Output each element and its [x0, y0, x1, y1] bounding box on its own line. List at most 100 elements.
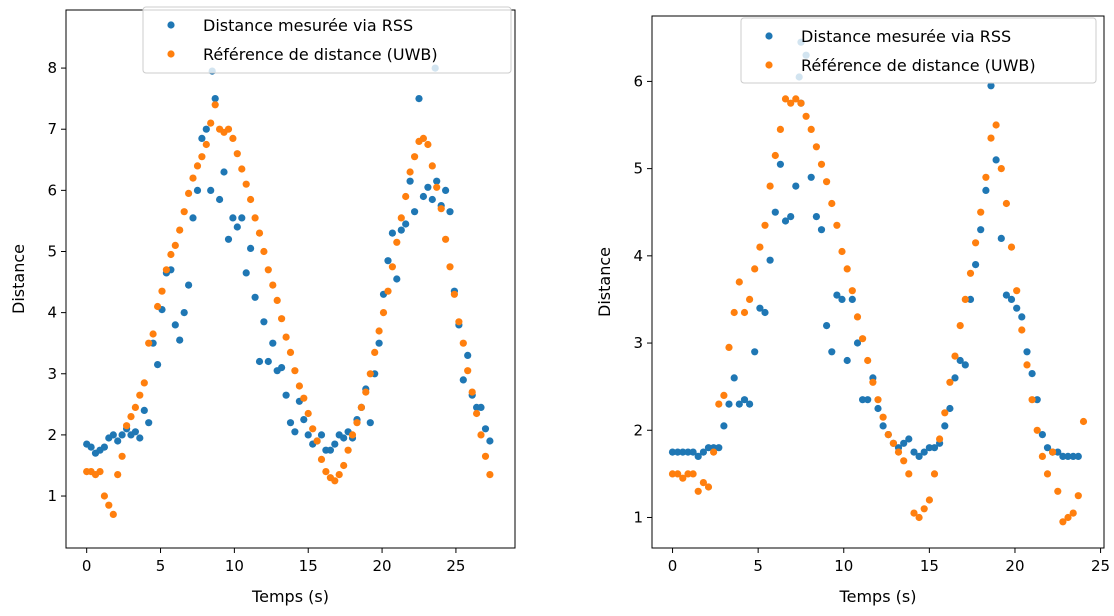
data-point [781, 217, 790, 225]
data-point [185, 189, 193, 197]
data-point [242, 269, 250, 277]
data-point [679, 474, 687, 482]
data-point [411, 153, 419, 161]
axes-frame [65, 9, 516, 549]
data-point [1002, 291, 1011, 299]
data-point [987, 134, 995, 142]
data-point [674, 448, 682, 456]
data-point [171, 241, 179, 249]
y-tick-label: 5 [47, 242, 57, 260]
data-point [424, 183, 432, 191]
data-point [317, 455, 326, 463]
data-point [992, 156, 1000, 164]
data-point [96, 468, 104, 476]
series-uwb [83, 101, 494, 518]
data-point [1033, 396, 1041, 404]
data-point [838, 247, 846, 256]
data-point [388, 263, 396, 271]
data-point [956, 356, 964, 365]
data-point [848, 295, 856, 303]
data-point [415, 95, 423, 103]
data-point [715, 444, 723, 452]
legend-label: Distance mesurée via RSS [801, 27, 1011, 46]
data-point [459, 376, 467, 384]
data-point [961, 295, 969, 303]
data-point [477, 403, 485, 411]
data-point [481, 452, 490, 460]
data-point [344, 446, 352, 454]
data-point [145, 339, 153, 347]
data-point [180, 208, 188, 216]
data-point [710, 448, 718, 456]
data-point [1028, 370, 1036, 378]
data-point [331, 477, 339, 485]
data-point [464, 351, 472, 359]
y-tick-label: 2 [47, 426, 57, 444]
legend-marker [167, 50, 175, 58]
data-point [291, 367, 299, 375]
data-point [335, 471, 343, 479]
data-point [411, 208, 419, 216]
data-point [348, 431, 357, 439]
data-point [278, 364, 286, 372]
data-point [730, 374, 738, 382]
data-point [304, 431, 312, 439]
data-point [823, 322, 831, 330]
data-point [951, 352, 959, 360]
data-point [238, 214, 246, 222]
data-point [127, 413, 135, 421]
data-point [925, 444, 934, 452]
data-point [905, 435, 913, 443]
data-point [193, 186, 202, 194]
data-point [286, 419, 295, 427]
data-point [746, 295, 754, 303]
y-tick-label: 2 [633, 421, 643, 439]
data-point [679, 448, 687, 456]
data-point [735, 400, 743, 408]
data-point [260, 247, 268, 256]
data-point [905, 470, 913, 478]
data-point [1018, 313, 1026, 321]
data-point [229, 134, 237, 142]
data-point [879, 422, 887, 430]
data-point [1064, 513, 1072, 522]
data-point [428, 195, 436, 204]
data-point [455, 318, 463, 326]
data-point [900, 439, 908, 447]
data-point [202, 125, 210, 133]
legend: Distance mesurée via RSS Référence de dis… [740, 17, 1097, 84]
data-point [961, 361, 969, 369]
data-point [823, 178, 831, 186]
data-point [833, 291, 841, 299]
data-point [756, 243, 764, 251]
data-point [807, 125, 815, 133]
data-point [464, 367, 472, 375]
data-point [233, 223, 241, 231]
data-point [812, 213, 821, 221]
data-point [900, 457, 908, 465]
data-point [233, 150, 241, 158]
data-point [977, 226, 985, 234]
data-point [247, 244, 255, 252]
data-point [229, 214, 237, 222]
data-point [384, 257, 392, 265]
data-point [946, 378, 954, 386]
data-point [388, 229, 396, 237]
data-point [477, 431, 485, 439]
chart-right: 0 5 10 15 20 25 1 2 3 4 5 6 Temps (s) Distance Distanc… [595, 15, 1110, 606]
data-point [255, 229, 264, 237]
data-point [797, 99, 805, 107]
data-point [689, 448, 697, 456]
data-point [787, 99, 795, 107]
data-point [997, 165, 1005, 173]
data-point [920, 448, 928, 456]
data-point [771, 208, 779, 216]
data-point [131, 428, 139, 436]
data-point [105, 501, 113, 509]
data-point [848, 287, 856, 295]
data-point [843, 265, 851, 273]
data-point [972, 261, 980, 269]
data-point [238, 165, 246, 173]
data-point [114, 437, 122, 445]
data-point [1033, 426, 1041, 434]
